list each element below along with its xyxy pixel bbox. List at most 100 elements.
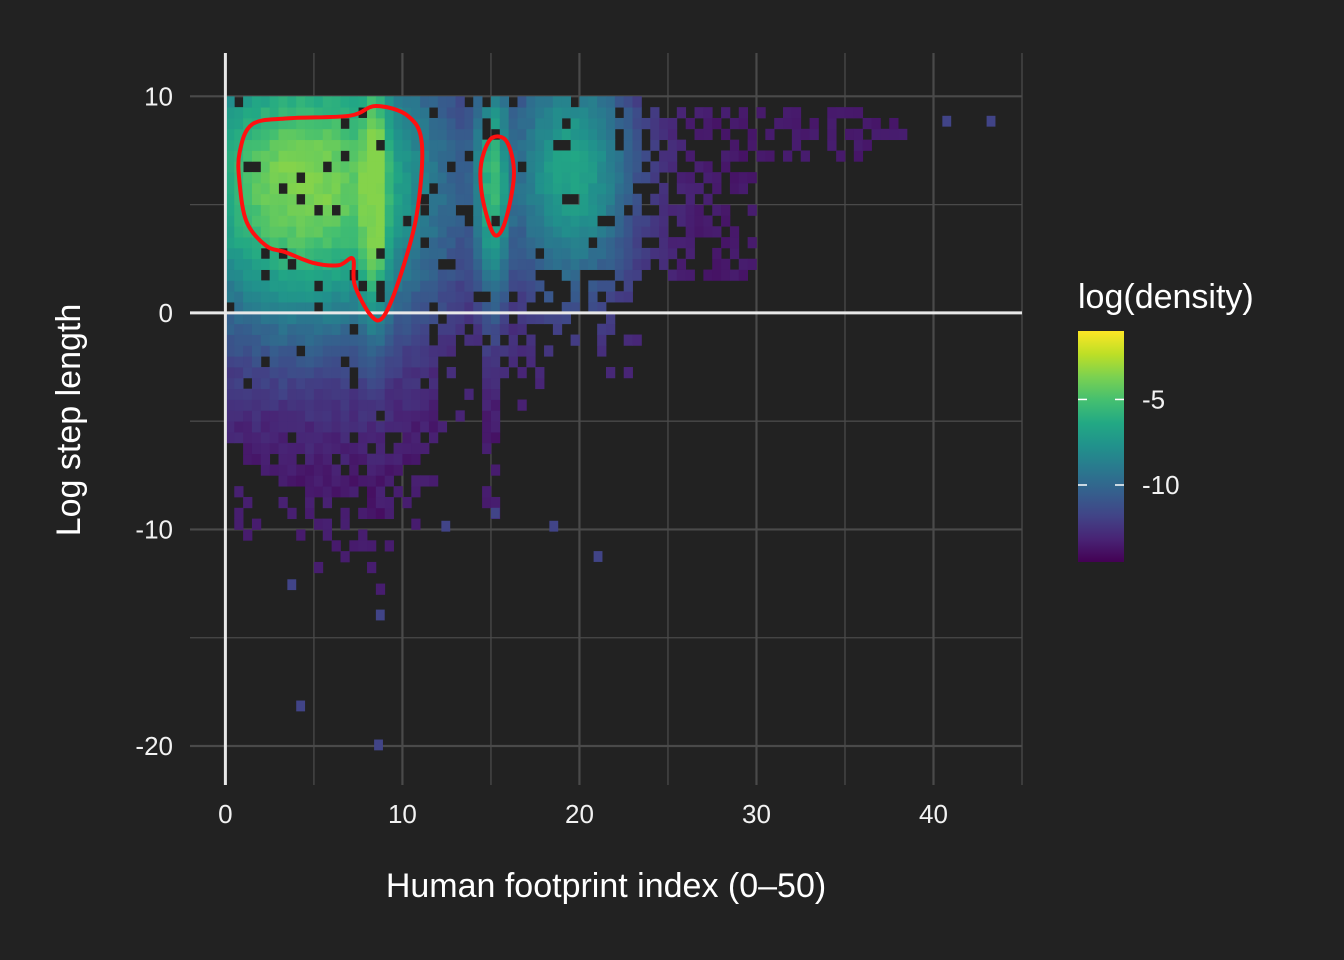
heatmap-cell bbox=[278, 377, 288, 390]
heatmap-cell bbox=[614, 204, 625, 216]
heatmap-cell bbox=[260, 345, 271, 357]
heatmap-cell bbox=[225, 269, 235, 281]
heatmap-cell bbox=[269, 96, 279, 108]
heatmap-cell bbox=[694, 182, 704, 195]
heatmap-cell bbox=[287, 204, 297, 216]
heatmap-cell bbox=[402, 161, 412, 173]
x-tick-label: 40 bbox=[919, 799, 948, 829]
heatmap-cell bbox=[561, 128, 571, 141]
heatmap-cell bbox=[375, 150, 386, 162]
heatmap-cell bbox=[588, 204, 598, 216]
heatmap-cell bbox=[606, 150, 616, 162]
heatmap-cell bbox=[411, 237, 421, 249]
heatmap-cell bbox=[349, 334, 359, 346]
heatmap-cell bbox=[349, 215, 359, 227]
heatmap-cell bbox=[614, 269, 625, 281]
heatmap-cell bbox=[623, 334, 633, 346]
heatmap-cell bbox=[437, 215, 448, 227]
heatmap-cell bbox=[375, 453, 386, 465]
heatmap-cell bbox=[597, 96, 607, 108]
heatmap-cell bbox=[349, 291, 359, 303]
heatmap-cell bbox=[287, 107, 297, 119]
heatmap-cell bbox=[367, 421, 377, 433]
heatmap-cell bbox=[597, 258, 607, 270]
heatmap-cell bbox=[278, 323, 288, 335]
heatmap-cell bbox=[393, 161, 403, 173]
heatmap-cell bbox=[561, 269, 571, 281]
heatmap-cell bbox=[729, 172, 740, 184]
heatmap-cell bbox=[296, 96, 306, 108]
heatmap-cell bbox=[393, 442, 403, 455]
heatmap-cell bbox=[278, 291, 288, 303]
heatmap-cell bbox=[499, 258, 510, 270]
heatmap-cell bbox=[411, 421, 421, 433]
heatmap-cell bbox=[411, 139, 421, 151]
heatmap-cell bbox=[296, 410, 306, 422]
heatmap-cell bbox=[747, 139, 757, 151]
heatmap-cell bbox=[331, 410, 341, 422]
heatmap-cell bbox=[490, 107, 501, 119]
heatmap-cell bbox=[331, 345, 341, 357]
heatmap-cell bbox=[260, 215, 271, 227]
heatmap-cell bbox=[632, 96, 642, 108]
heatmap-cell bbox=[296, 117, 306, 130]
heatmap-cell bbox=[384, 280, 394, 292]
heatmap-cell bbox=[508, 280, 518, 292]
heatmap-cell bbox=[623, 269, 633, 281]
heatmap-cell bbox=[278, 356, 288, 368]
heatmap-cell bbox=[570, 150, 580, 162]
heatmap-cell bbox=[552, 117, 563, 130]
heatmap-cell bbox=[659, 258, 669, 270]
heatmap-cell bbox=[393, 323, 403, 335]
heatmap-cell bbox=[464, 182, 474, 195]
heatmap-cell bbox=[225, 247, 235, 260]
heatmap-cell bbox=[721, 269, 731, 281]
heatmap-cell bbox=[544, 291, 554, 303]
heatmap-cell bbox=[721, 237, 731, 249]
heatmap-cell bbox=[384, 128, 394, 141]
heatmap-cell bbox=[632, 161, 642, 173]
heatmap-cell bbox=[428, 258, 439, 270]
heatmap-cell bbox=[411, 226, 421, 238]
heatmap-cell bbox=[402, 193, 412, 205]
heatmap-cell bbox=[251, 107, 262, 119]
heatmap-cell bbox=[685, 182, 695, 195]
heatmap-cell bbox=[623, 226, 633, 238]
heatmap-cell bbox=[703, 161, 713, 173]
heatmap-cell bbox=[305, 215, 315, 227]
heatmap-cell bbox=[234, 128, 244, 141]
heatmap-cell bbox=[544, 312, 554, 325]
heatmap-cell bbox=[579, 204, 589, 216]
heatmap-cell bbox=[243, 139, 253, 151]
heatmap-cell bbox=[473, 107, 483, 119]
heatmap-cell bbox=[251, 345, 262, 357]
heatmap-cell bbox=[322, 204, 333, 216]
heatmap-cell bbox=[411, 486, 421, 498]
heatmap-cell bbox=[428, 410, 439, 422]
heatmap-cell bbox=[685, 150, 695, 162]
heatmap-cell bbox=[243, 442, 253, 455]
heatmap-cell bbox=[623, 107, 633, 119]
heatmap-cell bbox=[393, 117, 403, 130]
heatmap-cell bbox=[358, 356, 368, 368]
heatmap-cell bbox=[473, 161, 483, 173]
heatmap-cell bbox=[729, 269, 740, 281]
heatmap-cell bbox=[411, 161, 421, 173]
heatmap-cell bbox=[358, 475, 368, 487]
heatmap-cell bbox=[437, 280, 448, 292]
heatmap-cell bbox=[287, 334, 297, 346]
heatmap-cell bbox=[464, 107, 474, 119]
heatmap-cell bbox=[402, 302, 412, 314]
heatmap-cell bbox=[393, 237, 403, 249]
heatmap-cell bbox=[340, 388, 350, 400]
heatmap-cell bbox=[402, 128, 412, 141]
heatmap-cell bbox=[322, 442, 333, 455]
heatmap-cell bbox=[305, 496, 315, 509]
heatmap-cell bbox=[340, 204, 350, 216]
heatmap-cell bbox=[384, 237, 394, 249]
heatmap-cell bbox=[552, 128, 563, 141]
heatmap-cell bbox=[446, 280, 456, 292]
heatmap-cell bbox=[393, 410, 403, 422]
heatmap-cell bbox=[358, 388, 368, 400]
heatmap-cell bbox=[482, 237, 492, 249]
